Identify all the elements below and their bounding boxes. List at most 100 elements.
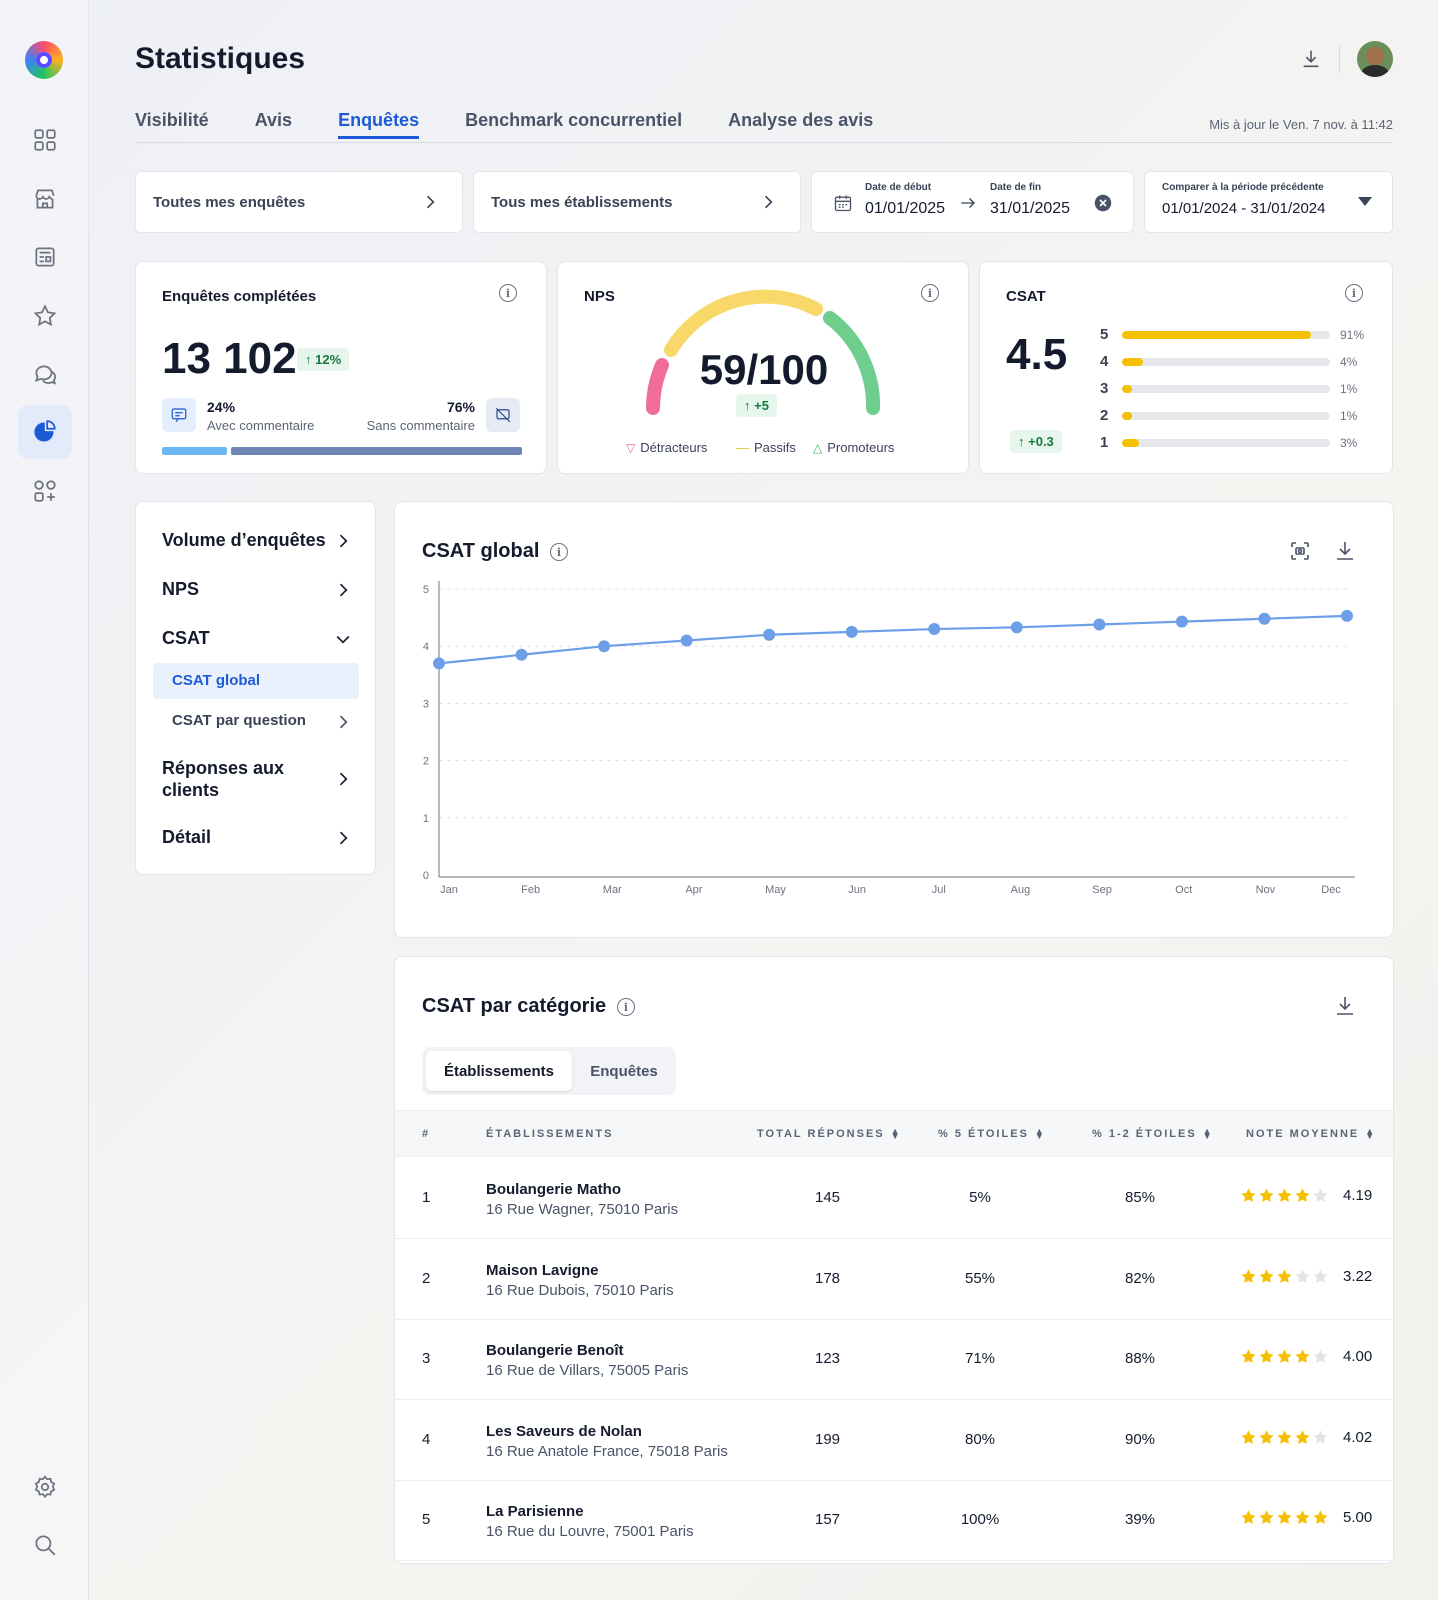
chevron-right-icon[interactable] xyxy=(333,531,353,551)
rating-star-icon xyxy=(1312,1429,1329,1446)
tab-visibilite[interactable]: Visibilité xyxy=(135,110,209,130)
rating-star-icon xyxy=(1276,1268,1293,1285)
col-avg-rating[interactable]: NOTE MOYENNE ▲ ▼ xyxy=(1246,1126,1375,1142)
table-row[interactable]: 2 Maison Lavigne 16 Rue Dubois, 75010 Pari… xyxy=(395,1238,1393,1320)
table-row[interactable]: 3 Boulangerie Benoît 16 Rue de Villars, 75… xyxy=(395,1318,1393,1400)
col-total[interactable]: TOTAL RÉPONSES ▲ ▼ xyxy=(757,1126,900,1142)
col-five-stars[interactable]: % 5 ÉTOILES ▲ ▼ xyxy=(938,1126,1044,1142)
menu-nps[interactable]: NPS xyxy=(162,579,200,599)
store-icon[interactable] xyxy=(26,180,64,218)
info-icon[interactable]: i xyxy=(617,998,635,1016)
rating-star-icon xyxy=(1312,1509,1329,1526)
chevron-right-icon[interactable] xyxy=(333,712,353,732)
data-point[interactable] xyxy=(680,634,693,647)
menu-responses[interactable]: Réponses aux clients xyxy=(162,758,285,800)
csat-global-card: CSAT global i 0 1 2 3 4 5 Jan Feb Mar Apr May Jun Ju… xyxy=(394,501,1394,938)
menu-volume[interactable]: Volume d’enquêtes xyxy=(162,530,326,550)
chevron-right-icon[interactable] xyxy=(333,769,353,789)
end-date-value[interactable]: 31/01/2025 xyxy=(990,200,1071,217)
csat-row-4: 4 4% xyxy=(1100,353,1357,370)
x-tick-label: Sep xyxy=(1092,884,1112,896)
clear-circle-icon[interactable] xyxy=(1094,194,1112,212)
comment-icon xyxy=(162,398,196,432)
table-header: # ÉTABLISSEMENTS TOTAL RÉPONSES ▲ ▼ % 5 ÉT… xyxy=(395,1110,1393,1157)
table-row[interactable]: 4 Les Saveurs de Nolan 16 Rue Anatole Fran… xyxy=(395,1399,1393,1481)
sidebar xyxy=(0,0,89,1600)
data-point[interactable] xyxy=(1093,618,1106,631)
user-avatar[interactable] xyxy=(1357,41,1393,77)
seg-enquetes[interactable]: Enquêtes xyxy=(590,1062,658,1080)
download-icon[interactable] xyxy=(1300,48,1322,70)
row-name: La Parisienne xyxy=(486,1503,584,1520)
table-row[interactable]: 5 La Parisienne 16 Rue du Louvre, 75001 Pa… xyxy=(395,1479,1393,1561)
surveys-filter[interactable]: Toutes mes enquêtes xyxy=(135,171,463,233)
dashboard-grid-icon[interactable] xyxy=(26,121,64,159)
sort-icon: ▲ ▼ xyxy=(1202,1126,1212,1142)
seg-etablissements[interactable]: Établissements xyxy=(426,1051,572,1091)
x-tick-label: May xyxy=(765,884,786,896)
tab-avis[interactable]: Avis xyxy=(254,110,293,130)
statistics-pie-icon[interactable] xyxy=(18,405,72,459)
start-date-value[interactable]: 01/01/2025 xyxy=(865,200,946,217)
settings-gear-icon[interactable] xyxy=(26,1468,64,1506)
app-logo[interactable] xyxy=(25,41,63,79)
x-tick-label: Apr xyxy=(685,884,702,896)
info-icon[interactable]: i xyxy=(550,543,568,561)
data-point[interactable] xyxy=(515,648,528,661)
data-point[interactable] xyxy=(1010,621,1023,634)
x-tick-label: Dec xyxy=(1321,884,1341,896)
table-row[interactable]: 1 Boulangerie Matho 16 Rue Wagner, 75010 P… xyxy=(395,1157,1393,1239)
csat-row-track xyxy=(1122,438,1330,447)
csat-row-5: 5 91% xyxy=(1100,326,1364,343)
menu-csat[interactable]: CSAT xyxy=(162,628,210,648)
chevron-down-icon[interactable] xyxy=(333,629,353,649)
y-tick-label: 2 xyxy=(423,756,429,768)
tab-analyse[interactable]: Analyse des avis xyxy=(728,110,874,130)
chat-bubbles-icon[interactable] xyxy=(26,355,64,393)
rating-star-icon xyxy=(1294,1187,1311,1204)
row-stars xyxy=(1240,1348,1329,1365)
chevron-right-icon[interactable] xyxy=(333,580,353,600)
info-icon[interactable]: i xyxy=(921,284,939,302)
row-address: 16 Rue Dubois, 75010 Paris xyxy=(486,1281,674,1299)
chevron-right-icon[interactable] xyxy=(333,828,353,848)
establishments-filter[interactable]: Tous mes établissements xyxy=(473,171,801,233)
apps-add-icon[interactable] xyxy=(26,472,64,510)
data-point[interactable] xyxy=(1175,615,1188,628)
compare-period-filter[interactable]: Comparer à la période précédente 01/01/2… xyxy=(1144,171,1393,233)
col-low-stars[interactable]: % 1-2 ÉTOILES ▲ ▼ xyxy=(1092,1126,1212,1142)
menu-csat-global[interactable]: CSAT global xyxy=(172,672,261,689)
star-icon[interactable] xyxy=(26,297,64,335)
row-address: 16 Rue Wagner, 75010 Paris xyxy=(486,1201,679,1218)
csat-row-track xyxy=(1122,330,1330,339)
row-rating: 4.19 xyxy=(1343,1187,1373,1204)
data-point[interactable] xyxy=(763,628,776,641)
csat-row-fill xyxy=(1122,357,1143,366)
csat-row-track xyxy=(1122,384,1330,393)
data-point[interactable] xyxy=(598,640,611,653)
rating-star-icon xyxy=(1258,1509,1275,1526)
date-range-filter[interactable]: Date de début 01/01/2025 Date de fin 31/… xyxy=(811,171,1134,233)
row-rating: 5.00 xyxy=(1343,1509,1373,1526)
data-point[interactable] xyxy=(1258,612,1271,625)
info-icon[interactable]: i xyxy=(1345,284,1363,302)
end-date-label: Date de fin xyxy=(990,182,1042,193)
info-icon[interactable]: i xyxy=(499,284,517,302)
download-icon[interactable] xyxy=(1333,994,1357,1018)
menu-csat-question[interactable]: CSAT par question xyxy=(172,712,306,729)
tab-benchmark[interactable]: Benchmark concurrentiel xyxy=(465,110,683,130)
data-point[interactable] xyxy=(845,625,858,638)
newspaper-icon[interactable] xyxy=(26,238,64,276)
data-point[interactable] xyxy=(928,623,941,636)
menu-detail[interactable]: Détail xyxy=(162,827,212,847)
nps-delta: +5 xyxy=(754,398,769,413)
page-title: Statistiques xyxy=(135,42,306,75)
tab-enquetes[interactable]: Enquêtes xyxy=(338,110,420,139)
data-point[interactable] xyxy=(1341,609,1353,622)
download-icon[interactable] xyxy=(1333,539,1357,563)
screenshot-icon[interactable] xyxy=(1288,539,1312,563)
data-point[interactable] xyxy=(433,657,445,670)
csat-row-label: 5 xyxy=(1100,326,1109,343)
search-icon[interactable] xyxy=(26,1526,64,1564)
x-tick-label: Mar xyxy=(603,884,622,896)
